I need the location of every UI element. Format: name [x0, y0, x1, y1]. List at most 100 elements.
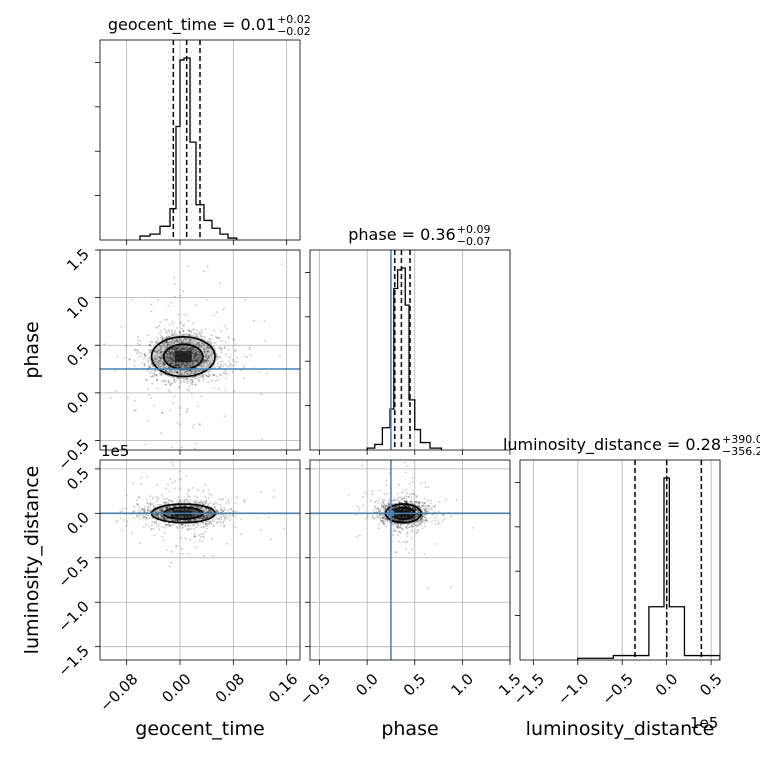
- sample-point: [178, 331, 181, 333]
- sample-point: [109, 397, 112, 399]
- sample-point: [206, 357, 209, 360]
- sample-point: [195, 361, 198, 363]
- sample-point: [156, 504, 159, 506]
- sample-point: [406, 515, 409, 518]
- sample-point: [415, 509, 418, 511]
- sample-point: [169, 344, 172, 347]
- sample-point: [202, 489, 204, 492]
- sample-point: [183, 515, 186, 518]
- sample-point: [148, 345, 151, 347]
- sample-point: [228, 514, 231, 517]
- sample-point: [404, 515, 406, 518]
- sample-point: [194, 383, 197, 386]
- sample-point: [412, 525, 414, 527]
- sample-point: [186, 515, 189, 518]
- sample-point: [185, 411, 188, 413]
- sample-point: [455, 499, 458, 502]
- sample-point: [179, 381, 182, 384]
- sample-point: [204, 359, 206, 362]
- sample-point: [173, 509, 176, 511]
- sample-point: [154, 350, 157, 353]
- sample-point: [419, 518, 422, 521]
- sample-point: [170, 362, 173, 365]
- sample-point: [160, 351, 162, 354]
- sample-point: [401, 520, 404, 522]
- sample-point: [159, 360, 162, 362]
- sample-point: [180, 446, 183, 449]
- sample-point: [160, 354, 163, 356]
- sample-point: [193, 359, 196, 362]
- sample-point: [408, 514, 410, 517]
- sample-point: [165, 359, 168, 361]
- sample-point: [159, 357, 162, 359]
- sample-point: [212, 518, 215, 521]
- sample-point: [135, 503, 138, 505]
- title-main: phase = 0.36: [348, 225, 455, 244]
- sample-point: [382, 505, 384, 508]
- sample-point: [135, 515, 138, 518]
- sample-point: [154, 358, 157, 361]
- sample-point: [181, 547, 183, 550]
- sample-point: [199, 533, 202, 535]
- sample-point: [196, 378, 199, 380]
- sample-point: [160, 337, 163, 340]
- sample-point: [148, 393, 151, 396]
- sample-point: [267, 516, 270, 519]
- sample-point: [160, 350, 163, 353]
- sample-point: [195, 359, 197, 362]
- sample-point: [181, 515, 184, 518]
- sample-point: [208, 371, 210, 374]
- sample-point: [188, 488, 190, 491]
- sample-point: [183, 516, 186, 519]
- sample-point: [380, 520, 383, 522]
- sample-point: [199, 536, 202, 538]
- sample-point: [184, 515, 187, 518]
- sample-point: [181, 527, 184, 530]
- sample-point: [137, 515, 140, 518]
- sample-point: [381, 517, 384, 520]
- sample-point: [174, 505, 176, 508]
- sample-point: [411, 506, 413, 509]
- sample-point: [128, 358, 131, 361]
- sample-point: [147, 506, 150, 509]
- sample-point: [157, 514, 160, 517]
- sample-point: [418, 519, 421, 521]
- sample-point: [194, 369, 197, 372]
- sample-point: [172, 510, 175, 513]
- sample-point: [150, 310, 153, 313]
- sample-point: [213, 342, 215, 344]
- sample-point: [138, 513, 141, 516]
- sample-point: [179, 348, 182, 351]
- sample-point: [382, 522, 385, 525]
- sample-point: [196, 488, 199, 491]
- sample-point: [173, 341, 176, 343]
- sample-point: [207, 520, 210, 522]
- sample-point: [163, 366, 166, 369]
- sample-point: [215, 508, 217, 511]
- sample-point: [223, 347, 226, 350]
- sample-point: [182, 508, 185, 511]
- sample-point: [386, 504, 388, 507]
- sample-point: [210, 342, 213, 345]
- sample-point: [265, 372, 268, 374]
- sample-point: [180, 373, 183, 376]
- sample-point: [206, 350, 209, 353]
- sample-point: [172, 515, 175, 518]
- sample-point: [394, 518, 397, 521]
- sample-point: [218, 346, 221, 349]
- sample-point: [209, 343, 211, 345]
- sample-point: [400, 509, 403, 511]
- sample-point: [195, 510, 198, 512]
- sample-point: [159, 504, 162, 506]
- sample-point: [180, 500, 183, 502]
- histogram-step-luminosity_distance: [577, 477, 720, 660]
- sample-point: [140, 483, 143, 486]
- sample-point: [160, 509, 163, 511]
- sample-point: [220, 516, 223, 519]
- sample-point: [156, 337, 159, 339]
- sample-point: [192, 347, 194, 350]
- sample-point: [197, 359, 200, 362]
- sample-point: [206, 525, 209, 527]
- sample-point: [379, 519, 382, 522]
- sample-point: [188, 509, 191, 511]
